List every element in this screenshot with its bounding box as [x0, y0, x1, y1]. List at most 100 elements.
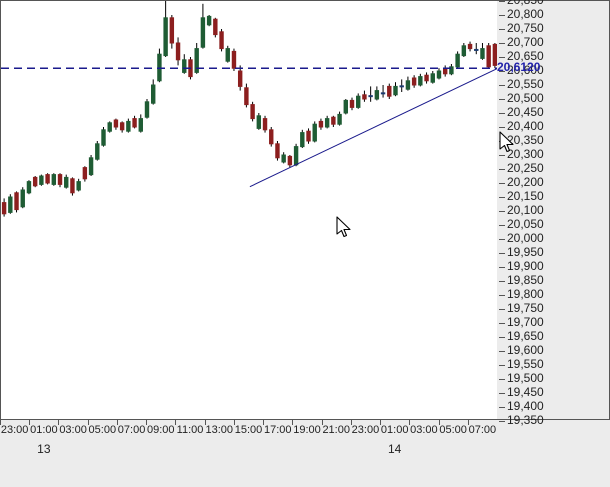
- price-tick-mark: [499, 29, 505, 30]
- price-tick-label: 19,550: [507, 358, 544, 370]
- price-tick-mark: [499, 337, 505, 338]
- candlestick-60: [375, 91, 378, 99]
- day-axis-label: 13: [37, 442, 50, 456]
- candlestick-71: [443, 68, 446, 74]
- candlestick-6: [40, 176, 43, 184]
- time-tick-label: 13:00: [205, 424, 233, 436]
- candlestick-61: [381, 93, 384, 94]
- time-tick-label: 15:00: [235, 424, 263, 436]
- price-tick-label: 20,150: [507, 190, 544, 202]
- mouse-cursor-trendline-end[interactable]: [499, 131, 519, 155]
- price-tick-label: 19,350: [507, 414, 544, 426]
- chart-plot-area: [0, 0, 497, 420]
- price-tick-mark: [499, 351, 505, 352]
- candlestick-63: [394, 86, 397, 94]
- candlestick-41: [257, 116, 260, 129]
- price-tick-mark: [499, 113, 505, 114]
- candlestick-48: [301, 133, 304, 147]
- price-tick-mark: [499, 239, 505, 240]
- candlestick-14: [89, 158, 92, 175]
- time-tick-label: 03:00: [59, 424, 87, 436]
- candlestick-11: [71, 179, 74, 193]
- candlestick-26: [164, 18, 167, 56]
- candlestick-45: [282, 155, 285, 162]
- candlestick-4: [27, 182, 30, 193]
- time-tick-label: 07:00: [118, 424, 146, 436]
- candlestick-12: [77, 182, 80, 190]
- price-tick-mark: [499, 169, 505, 170]
- candlestick-73: [456, 54, 459, 67]
- price-tick-mark: [499, 127, 505, 128]
- mouse-cursor-trendline-start[interactable]: [336, 216, 356, 240]
- candlestick-66: [412, 78, 415, 85]
- candlestick-75: [468, 44, 471, 48]
- time-tick-label: 05:00: [439, 424, 467, 436]
- price-tick-mark: [499, 1, 505, 2]
- candlestick-78: [487, 46, 490, 67]
- time-tick-label: 01:00: [381, 424, 409, 436]
- candlestick-1: [9, 197, 12, 212]
- time-tick-label: 01:00: [30, 424, 58, 436]
- time-tick-label: 09:00: [147, 424, 175, 436]
- candlestick-67: [419, 77, 422, 85]
- time-tick-label: 21:00: [322, 424, 350, 436]
- candlestick-23: [145, 102, 148, 117]
- candlestick-64: [400, 86, 403, 87]
- price-tick-label: 20,800: [507, 8, 544, 20]
- price-tick-label: 20,700: [507, 36, 544, 48]
- price-tick-label: 20,200: [507, 176, 544, 188]
- candlestick-53: [332, 117, 335, 124]
- candlestick-43: [270, 130, 273, 144]
- price-tick-label: 19,900: [507, 260, 544, 272]
- candlestick-21: [133, 119, 136, 127]
- candlestick-17: [108, 123, 111, 131]
- price-tick-label: 19,800: [507, 288, 544, 300]
- candlestick-10: [65, 177, 68, 187]
- price-tick-label: 20,000: [507, 232, 544, 244]
- day-axis-label: 14: [388, 442, 401, 456]
- price-tick-label: 20,450: [507, 106, 544, 118]
- candlestick-13: [83, 168, 86, 179]
- price-tick-mark: [499, 183, 505, 184]
- price-tick-label: 20,550: [507, 78, 544, 90]
- price-tick-label: 19,600: [507, 344, 544, 356]
- time-tick-label: 19:00: [293, 424, 321, 436]
- candlestick-39: [245, 88, 248, 105]
- candlestick-9: [58, 175, 61, 185]
- price-tick-mark: [499, 407, 505, 408]
- candlestick-70: [437, 71, 440, 78]
- candlestick-76: [475, 49, 478, 50]
- candlestick-31: [195, 49, 198, 73]
- price-tick-mark: [499, 379, 505, 380]
- price-tick-label: 19,450: [507, 386, 544, 398]
- candlestick-58: [363, 95, 366, 99]
- candlestick-5: [33, 177, 36, 185]
- price-tick-mark: [499, 211, 505, 212]
- price-tick-mark: [499, 295, 505, 296]
- candlestick-52: [325, 119, 328, 127]
- price-tick-mark: [499, 365, 505, 366]
- price-tick-mark: [499, 421, 505, 422]
- price-tick-label: 19,750: [507, 302, 544, 314]
- candlestick-29: [183, 60, 186, 73]
- candlestick-chart-root: 20,850 20,800 20,750 20,700 20,650 20,600 20,5…: [0, 0, 610, 487]
- price-tick-mark: [499, 323, 505, 324]
- price-tick-label: 20,500: [507, 92, 544, 104]
- candlestick-series: [1, 1, 498, 421]
- time-tick-label: 03:00: [410, 424, 438, 436]
- candlestick-3: [21, 190, 24, 207]
- price-tick-mark: [499, 57, 505, 58]
- price-tick-label: 19,950: [507, 246, 544, 258]
- candlestick-15: [96, 144, 99, 159]
- candlestick-36: [226, 49, 229, 62]
- price-tick-label: 20,750: [507, 22, 544, 34]
- time-axis: 23:00 01:00 03:00 05:00 07:00 09:00 11:00 13:00…: [0, 420, 497, 467]
- time-tick-label: 11:00: [177, 424, 204, 436]
- price-tick-label: 19,500: [507, 372, 544, 384]
- price-tick-mark: [499, 225, 505, 226]
- candlestick-18: [114, 120, 117, 127]
- price-tick-mark: [499, 197, 505, 198]
- time-tick-label: 23:00: [352, 424, 380, 436]
- price-tick-mark: [499, 253, 505, 254]
- candlestick-16: [102, 130, 105, 145]
